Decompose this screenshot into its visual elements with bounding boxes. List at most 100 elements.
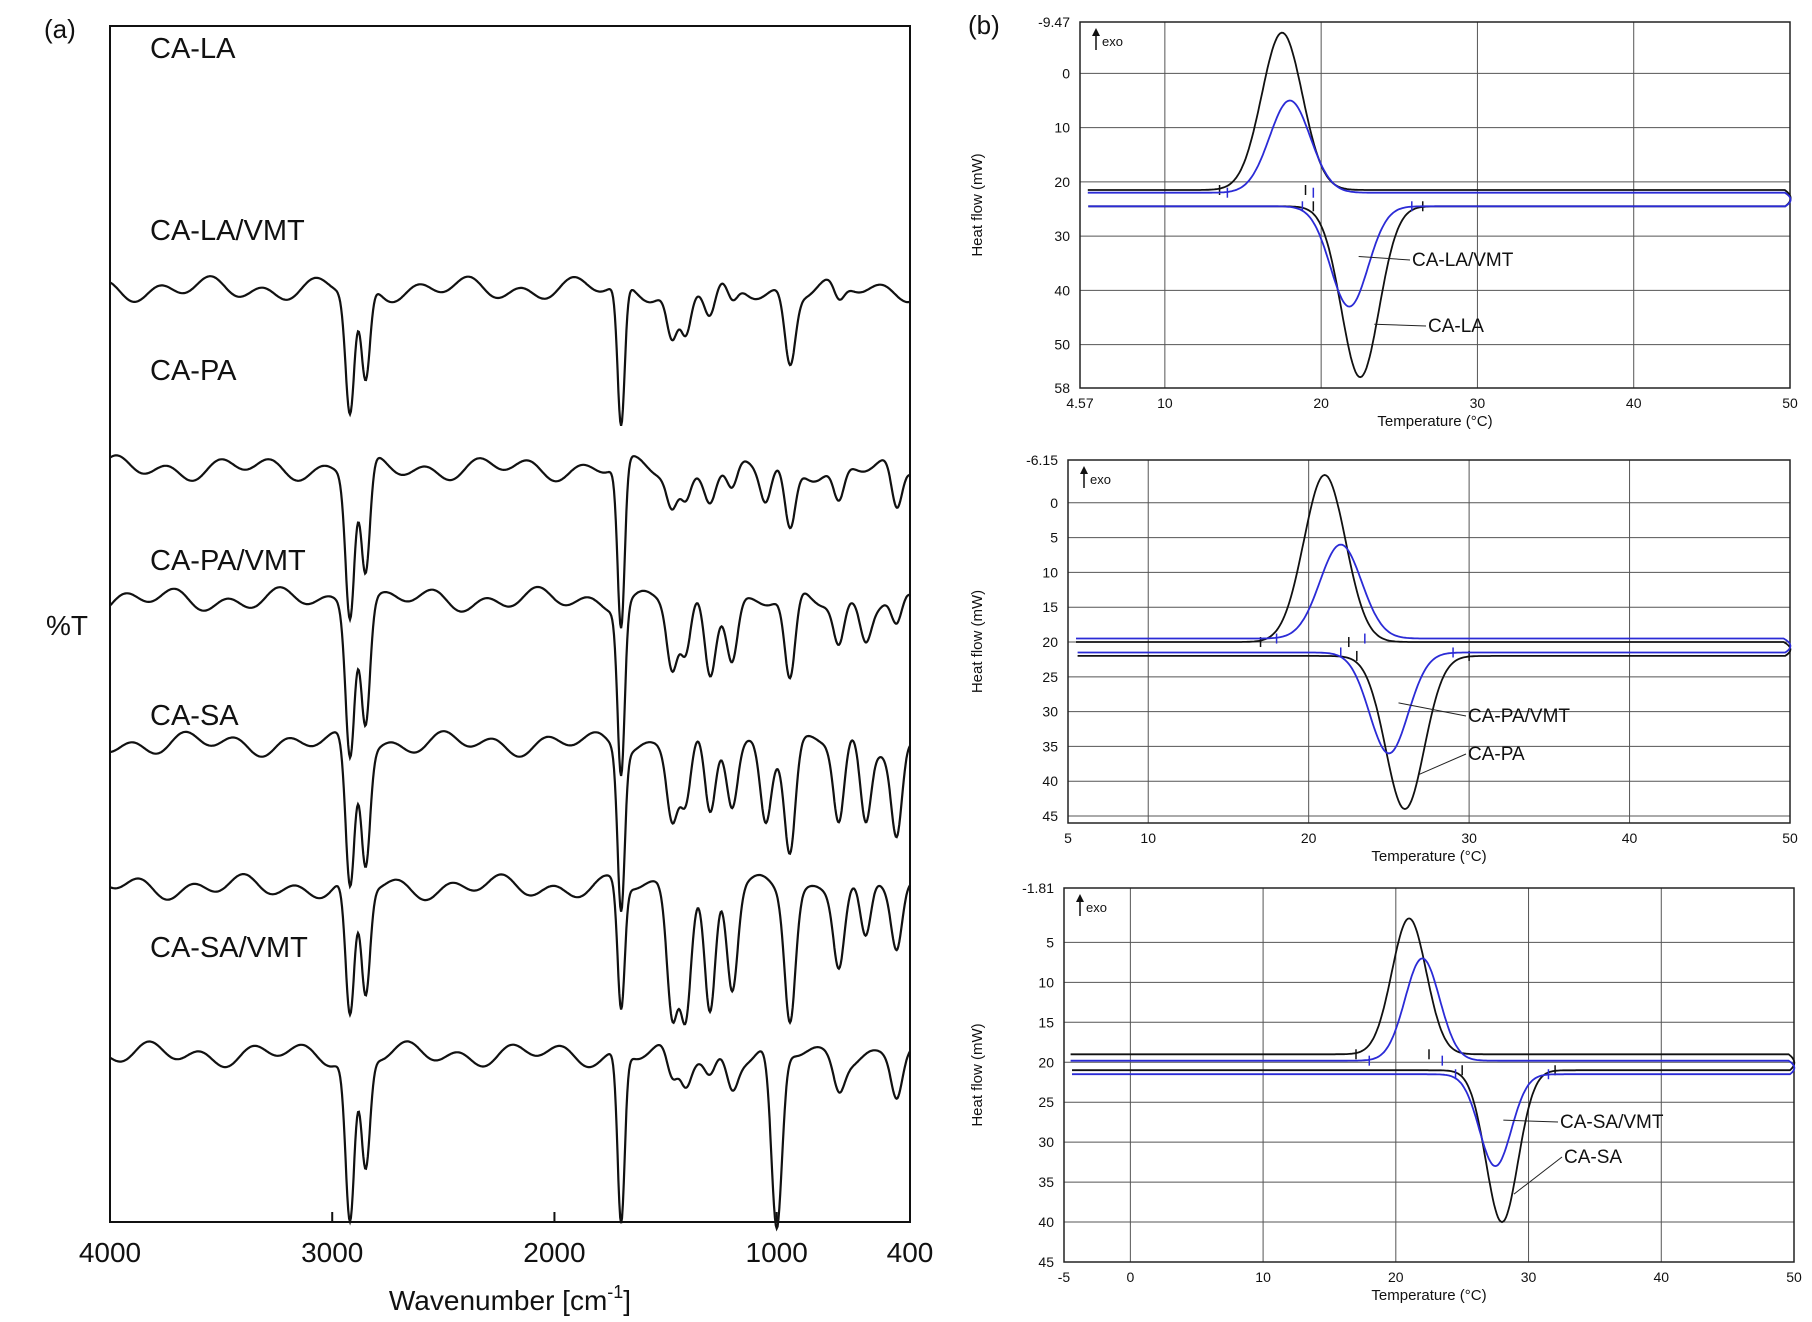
ftir-spectrum-ca-pa-vmt [109, 730, 911, 912]
ftir-x-tick-label: 4000 [79, 1237, 141, 1268]
ftir-x-axis-label: Wavenumber [cm-1] [389, 1282, 631, 1316]
ftir-series-label: CA-LA [150, 33, 236, 65]
ftir-x-tick-label: 2000 [523, 1237, 585, 1268]
dsc-x-tick-label: 4.57 [1066, 395, 1093, 411]
dsc-annotation-leader [1513, 1156, 1563, 1195]
dsc-y-axis-label: Heat flow (mW) [969, 1023, 986, 1126]
dsc-x-tick-label: 40 [1626, 395, 1642, 411]
dsc-curve-ca-la-vmt [1087, 99, 1792, 308]
dsc-y-tick-label: 5 [1050, 530, 1058, 546]
dsc-curve-ca-sa [1070, 917, 1796, 1224]
dsc-y-tick-label: 20 [1038, 1054, 1054, 1070]
dsc-y-axis-label: Heat flow (mW) [969, 590, 986, 693]
dsc-annotation-leader [1419, 753, 1467, 775]
dsc-y-tick-label: 35 [1038, 1174, 1054, 1190]
dsc-y-tick-label: 45 [1042, 808, 1058, 824]
dsc-x-tick-label: 0 [1126, 1269, 1134, 1285]
ftir-panel: (a) %T Wavenumber [cm-1] 4000 3000 2000 100… [44, 14, 933, 1316]
exo-arrowhead-icon [1076, 894, 1084, 902]
dsc-x-tick-label: 5 [1064, 830, 1072, 846]
dsc-series-label: CA-LA/VMT [1412, 250, 1514, 271]
dsc-y-tick-label: 0 [1050, 495, 1058, 511]
dsc-x-tick-label: 50 [1786, 1269, 1802, 1285]
dsc-x-tick-label: 40 [1622, 830, 1638, 846]
dsc-series-label: CA-PA/VMT [1468, 706, 1570, 727]
dsc-chart: -1.81 5 10 15 20 25 30 35 40 45-5 0 10 20 30 40 50 Tempe… [969, 880, 1802, 1304]
dsc-x-axis-label: Temperature (°C) [1371, 1287, 1486, 1304]
dsc-annotation-leader [1398, 702, 1467, 717]
exo-label: exo [1090, 472, 1111, 487]
dsc-plot-frame [1079, 21, 1791, 389]
dsc-y-tick-label: 30 [1038, 1134, 1054, 1150]
dsc-annotation-leader [1358, 255, 1411, 261]
ftir-series-label: CA-SA/VMT [150, 932, 308, 964]
dsc-y-tick-label: 58 [1054, 380, 1070, 396]
dsc-annotation-leader [1374, 323, 1427, 327]
ftir-series-label: CA-PA/VMT [150, 545, 306, 577]
exo-label: exo [1102, 34, 1123, 49]
dsc-y-tick-label: 15 [1038, 1014, 1054, 1030]
ftir-x-tick-label: 3000 [301, 1237, 363, 1268]
dsc-y-tick-label: 40 [1042, 773, 1058, 789]
dsc-y-tick-label: 25 [1038, 1094, 1054, 1110]
ftir-y-axis-label: %T [46, 610, 88, 641]
dsc-y-tick-label: 10 [1054, 120, 1070, 136]
dsc-x-axis-label: Temperature (°C) [1377, 413, 1492, 430]
ftir-x-tick-label: 400 [887, 1237, 934, 1268]
dsc-y-tick-label: 0 [1062, 65, 1070, 81]
dsc-x-tick-label: 20 [1313, 395, 1329, 411]
dsc-annotation-leader [1503, 1119, 1559, 1123]
dsc-series-label: CA-LA [1428, 316, 1484, 337]
dsc-x-tick-label: 10 [1255, 1269, 1271, 1285]
dsc-x-tick-label: -5 [1058, 1269, 1071, 1285]
ftir-series-label: CA-LA/VMT [150, 215, 305, 247]
dsc-x-tick-label: 30 [1470, 395, 1486, 411]
dsc-chart: -6.15 0 5 10 15 20 25 30 35 40 45 5 10 20 30 40 50 Temper… [969, 452, 1798, 865]
dsc-x-tick-label: 10 [1140, 830, 1156, 846]
exo-arrowhead-icon [1080, 466, 1088, 474]
exo-label: exo [1086, 900, 1107, 915]
dsc-y-tick-label: 10 [1042, 564, 1058, 580]
ftir-spectra: CA-LA CA-LA/VMT CA-PA CA-PA/VMT CA-SA CA-SA/V… [109, 33, 911, 1232]
panel-a-label: (a) [44, 14, 76, 44]
dsc-y-tick-label: 20 [1054, 174, 1070, 190]
dsc-x-tick-label: 30 [1521, 1269, 1537, 1285]
ftir-plot-frame [109, 25, 911, 1223]
ftir-spectrum-ca-la [109, 275, 911, 427]
dsc-chart: -9.47 0 10 20 30 40 50 584.57 10 20 30 40 50 Temperat… [969, 14, 1798, 430]
dsc-plot-frame [1063, 887, 1795, 1263]
ftir-spectrum-ca-sa-vmt [109, 1040, 911, 1232]
dsc-series-label: CA-SA/VMT [1560, 1112, 1664, 1133]
dsc-y-tick-label: -1.81 [1022, 880, 1054, 896]
dsc-curve-ca-pa [1076, 474, 1792, 811]
dsc-y-tick-label: 40 [1054, 282, 1070, 298]
dsc-y-tick-label: 20 [1042, 634, 1058, 650]
dsc-curve-ca-sa-vmt [1070, 957, 1796, 1168]
dsc-y-tick-label: 5 [1046, 934, 1054, 950]
dsc-plot-frame [1067, 459, 1791, 824]
dsc-x-tick-label: 40 [1653, 1269, 1669, 1285]
dsc-y-tick-label: 35 [1042, 738, 1058, 754]
dsc-x-tick-label: 10 [1157, 395, 1173, 411]
ftir-spectrum-ca-pa [109, 585, 911, 777]
ftir-x-tick-label: 1000 [746, 1237, 808, 1268]
ftir-spectrum-ca-sa [109, 873, 911, 1026]
ftir-x-ticks: 4000 3000 2000 1000 400 [79, 1212, 934, 1268]
dsc-series-label: CA-SA [1564, 1147, 1622, 1168]
dsc-x-tick-label: 50 [1782, 395, 1798, 411]
dsc-x-axis-label: Temperature (°C) [1371, 848, 1486, 865]
dsc-x-tick-label: 20 [1301, 830, 1317, 846]
dsc-y-tick-label: 15 [1042, 599, 1058, 615]
dsc-y-tick-label: -6.15 [1026, 452, 1058, 468]
dsc-y-tick-label: -9.47 [1038, 14, 1070, 30]
exo-arrowhead-icon [1092, 28, 1100, 36]
ftir-series-label: CA-SA [150, 700, 239, 732]
ftir-spectrum-ca-la-vmt [109, 454, 911, 629]
dsc-x-tick-label: 20 [1388, 1269, 1404, 1285]
dsc-y-axis-label: Heat flow (mW) [969, 153, 986, 256]
dsc-x-tick-label: 30 [1461, 830, 1477, 846]
dsc-y-tick-label: 10 [1038, 974, 1054, 990]
dsc-y-tick-label: 30 [1042, 704, 1058, 720]
